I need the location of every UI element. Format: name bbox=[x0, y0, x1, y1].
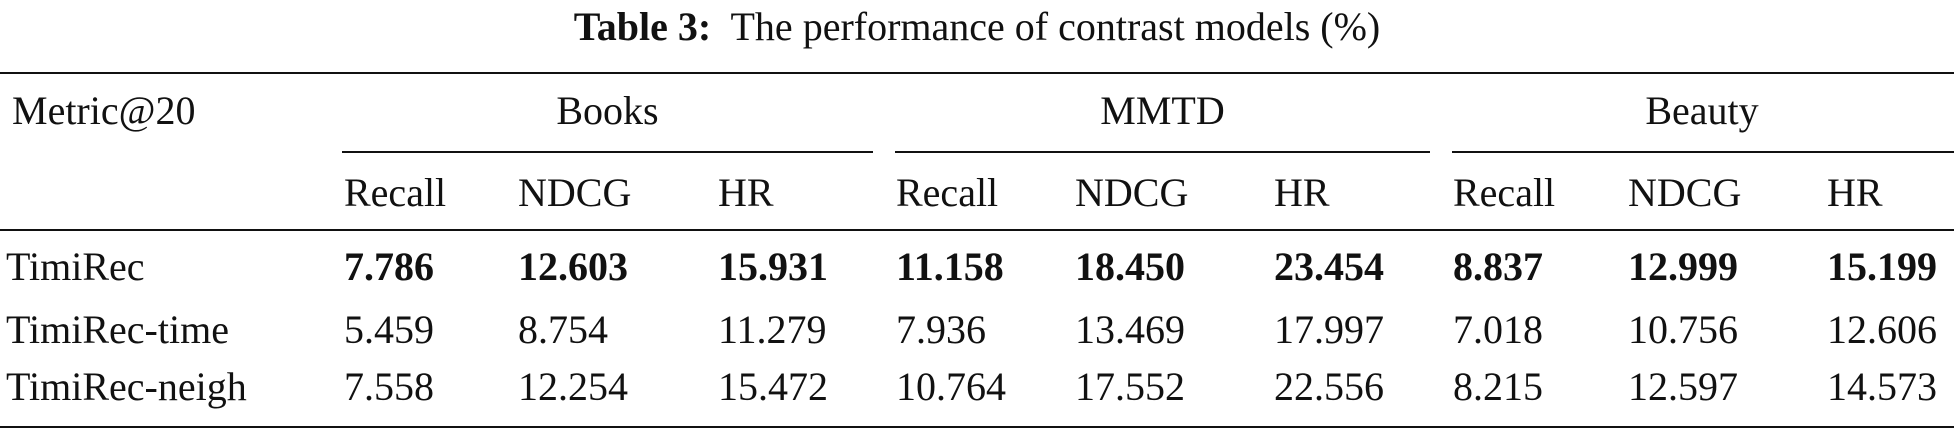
subheader-books-hr: HR bbox=[718, 170, 774, 215]
table-caption: Table 3: The performance of contrast mod… bbox=[0, 2, 1954, 52]
table-cell: 8.837 bbox=[1453, 244, 1543, 289]
subheader-mmtd-recall: Recall bbox=[896, 170, 999, 215]
table-cell: 10.764 bbox=[896, 364, 1006, 409]
subheader-beauty-recall: Recall bbox=[1453, 170, 1556, 215]
table-cell: 12.606 bbox=[1827, 307, 1937, 352]
subheader-books-recall: Recall bbox=[344, 170, 447, 215]
row-model-name: TimiRec-neigh bbox=[6, 364, 247, 409]
subheader-books-ndcg: NDCG bbox=[518, 170, 632, 215]
table-cell: 5.459 bbox=[344, 307, 434, 352]
subheader-beauty-ndcg: NDCG bbox=[1628, 170, 1742, 215]
table-title: The performance of contrast models (%) bbox=[730, 4, 1381, 49]
table-cell: 12.597 bbox=[1628, 364, 1738, 409]
group-header-books: Books bbox=[556, 88, 659, 133]
table-cell: 13.469 bbox=[1075, 307, 1185, 352]
table-cell: 14.573 bbox=[1827, 364, 1937, 409]
subheader-mmtd-hr: HR bbox=[1274, 170, 1330, 215]
group-rule-mmtd bbox=[895, 151, 1430, 153]
table-cell: 10.756 bbox=[1628, 307, 1738, 352]
table-cell: 7.786 bbox=[344, 244, 434, 289]
group-header-beauty: Beauty bbox=[1645, 88, 1759, 133]
table-cell: 18.450 bbox=[1075, 244, 1185, 289]
table-cell: 15.931 bbox=[718, 244, 828, 289]
table-cell: 8.754 bbox=[518, 307, 608, 352]
table-cell: 8.215 bbox=[1453, 364, 1543, 409]
table-cell: 11.158 bbox=[896, 244, 1004, 289]
table-cell: 12.254 bbox=[518, 364, 628, 409]
table-cell: 12.999 bbox=[1628, 244, 1738, 289]
table-header-rule bbox=[0, 229, 1954, 231]
table-cell: 11.279 bbox=[718, 307, 827, 352]
group-header-mmtd: MMTD bbox=[1100, 88, 1225, 133]
subheader-beauty-hr: HR bbox=[1827, 170, 1883, 215]
table-cell: 7.558 bbox=[344, 364, 434, 409]
table-cell: 7.936 bbox=[896, 307, 986, 352]
table-bottom-rule bbox=[0, 426, 1954, 428]
table-cell: 15.199 bbox=[1827, 244, 1937, 289]
group-rule-beauty bbox=[1452, 151, 1954, 153]
subheader-mmtd-ndcg: NDCG bbox=[1075, 170, 1189, 215]
table-cell: 22.556 bbox=[1274, 364, 1384, 409]
table-cell: 17.997 bbox=[1274, 307, 1384, 352]
row-model-name: TimiRec-time bbox=[6, 307, 229, 352]
metric-header: Metric@20 bbox=[12, 88, 196, 133]
table-cell: 23.454 bbox=[1274, 244, 1384, 289]
table-cell: 17.552 bbox=[1075, 364, 1185, 409]
table-label: Table 3: bbox=[573, 4, 712, 49]
table-cell: 7.018 bbox=[1453, 307, 1543, 352]
table-cell: 15.472 bbox=[718, 364, 828, 409]
row-model-name: TimiRec bbox=[6, 244, 145, 289]
table-cell: 12.603 bbox=[518, 244, 628, 289]
table-top-rule bbox=[0, 72, 1954, 74]
group-rule-books bbox=[342, 151, 873, 153]
